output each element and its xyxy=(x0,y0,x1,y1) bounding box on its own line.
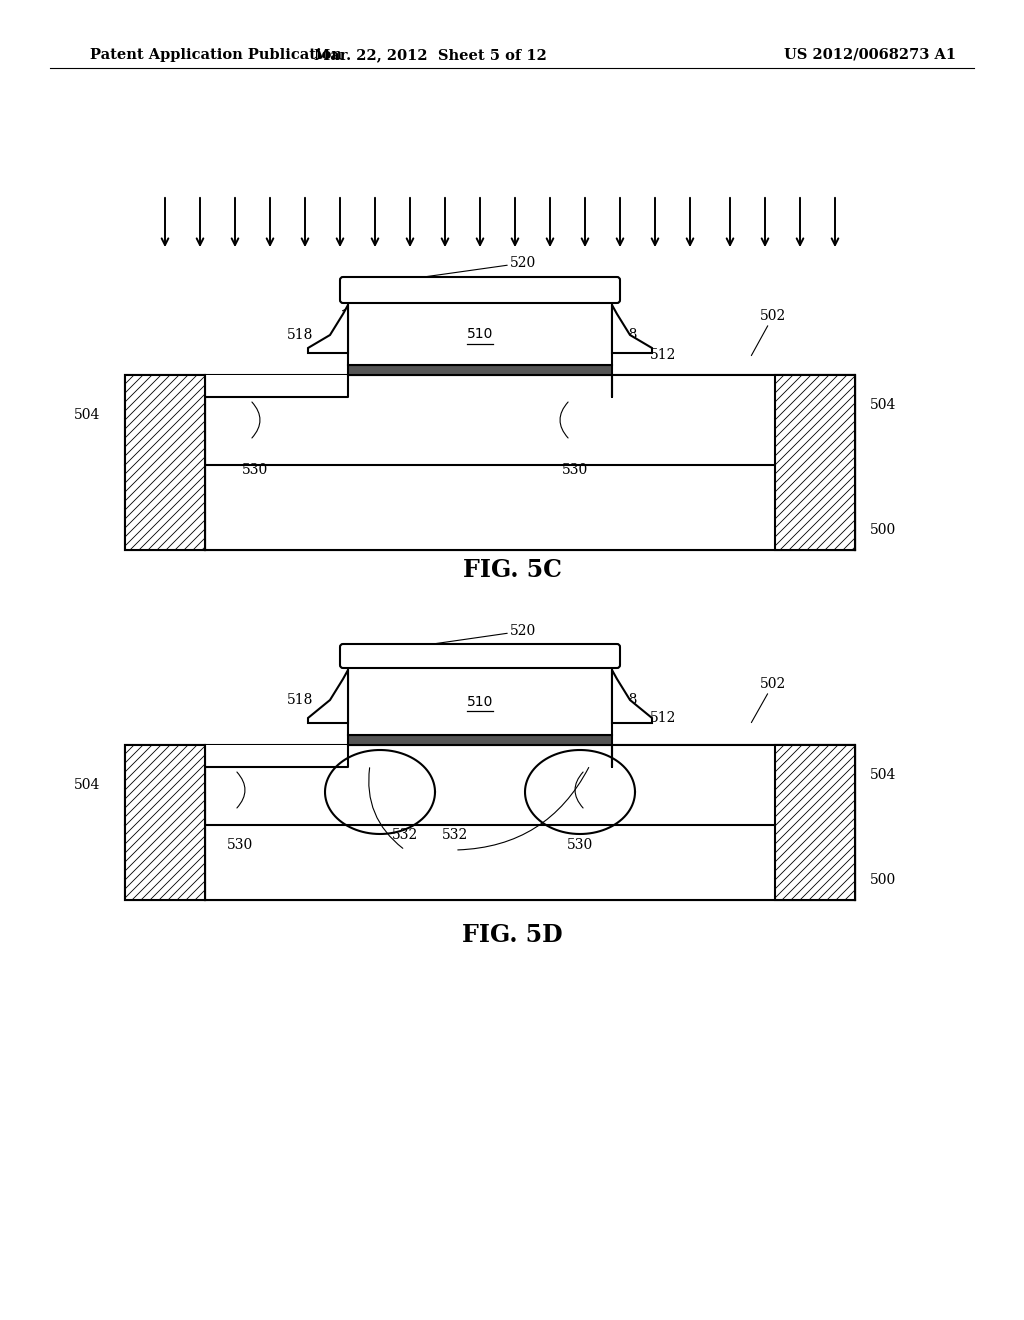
Text: 514: 514 xyxy=(342,284,396,310)
Text: 530: 530 xyxy=(242,463,268,477)
Text: 500: 500 xyxy=(870,873,896,887)
Polygon shape xyxy=(308,305,348,352)
Bar xyxy=(125,375,855,550)
Text: 520: 520 xyxy=(391,256,537,281)
Text: Mar. 22, 2012  Sheet 5 of 12: Mar. 22, 2012 Sheet 5 of 12 xyxy=(313,48,547,62)
Bar xyxy=(775,375,855,550)
Bar xyxy=(348,735,612,744)
Polygon shape xyxy=(308,671,348,723)
FancyBboxPatch shape xyxy=(340,277,620,304)
Bar xyxy=(205,375,855,550)
Text: 530: 530 xyxy=(567,838,593,851)
Text: 504: 504 xyxy=(74,777,100,792)
Bar xyxy=(348,665,612,735)
Text: 532: 532 xyxy=(392,828,418,842)
Text: 518: 518 xyxy=(611,693,638,708)
Text: Patent Application Publication: Patent Application Publication xyxy=(90,48,342,62)
Polygon shape xyxy=(612,671,652,723)
Text: FIG. 5C: FIG. 5C xyxy=(463,558,561,582)
Text: 520: 520 xyxy=(400,624,537,648)
Text: 518: 518 xyxy=(611,327,638,342)
Bar xyxy=(125,744,205,900)
Text: FIG. 5D: FIG. 5D xyxy=(462,923,562,946)
Text: 502: 502 xyxy=(752,309,786,355)
Bar xyxy=(348,366,612,375)
Text: US 2012/0068273 A1: US 2012/0068273 A1 xyxy=(784,48,956,62)
Bar xyxy=(348,300,612,366)
Text: 500: 500 xyxy=(870,523,896,537)
Bar xyxy=(125,375,205,550)
Bar xyxy=(125,744,855,900)
Text: 518: 518 xyxy=(287,327,313,342)
Text: 502: 502 xyxy=(752,677,786,722)
Polygon shape xyxy=(612,305,652,352)
Text: 512: 512 xyxy=(650,711,677,725)
Text: 504: 504 xyxy=(870,768,896,781)
Text: 530: 530 xyxy=(227,838,253,851)
FancyBboxPatch shape xyxy=(340,644,620,668)
Text: 532: 532 xyxy=(442,828,468,842)
Bar xyxy=(205,744,855,900)
Text: 504: 504 xyxy=(74,408,100,422)
Text: 530: 530 xyxy=(562,463,588,477)
Text: 512: 512 xyxy=(650,348,677,362)
Text: 510: 510 xyxy=(467,696,494,709)
Bar xyxy=(775,744,855,900)
Text: 510: 510 xyxy=(467,327,494,342)
Text: 504: 504 xyxy=(870,399,896,412)
Text: 518: 518 xyxy=(287,693,313,708)
